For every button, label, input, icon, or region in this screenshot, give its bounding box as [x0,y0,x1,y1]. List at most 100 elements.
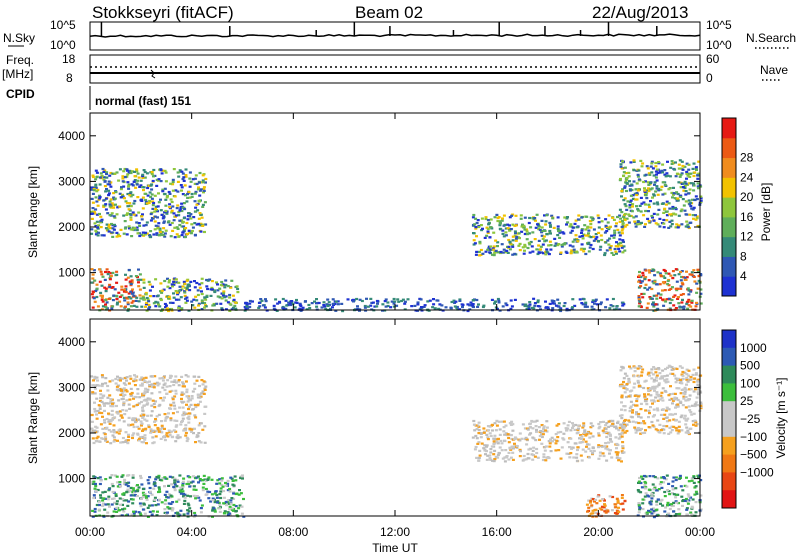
data-cell [583,430,587,433]
data-cell [683,184,687,188]
data-cell [123,478,127,481]
data-cell [146,388,150,391]
data-cell [137,486,141,489]
data-cell [322,301,326,304]
data-cell [237,507,241,510]
data-cell [124,285,128,288]
data-cell [585,215,589,218]
data-cell [116,375,119,378]
data-cell [181,406,185,409]
data-cell [184,431,188,435]
power-colorbar-swatch [722,157,736,178]
data-cell [181,206,185,209]
data-cell [96,409,100,413]
data-cell [128,169,132,172]
data-cell [243,309,247,312]
data-cell [662,428,666,431]
data-cell [135,221,139,224]
data-cell [628,188,632,191]
data-cell [523,216,527,219]
data-cell [216,295,220,298]
data-cell [104,439,107,442]
data-cell [645,403,649,406]
data-cell [671,286,674,289]
data-cell [697,160,701,163]
data-cell [202,392,206,395]
data-cell [274,298,278,301]
data-cell [469,301,473,304]
data-cell [636,220,640,224]
data-cell [186,285,190,288]
data-cell [498,222,502,225]
data-cell [100,384,104,388]
data-cell [168,192,172,195]
data-cell [652,385,656,388]
data-cell [651,385,655,389]
data-cell [653,414,656,417]
data-cell [234,505,238,508]
data-cell [597,226,601,229]
data-cell [109,420,113,423]
data-cell [476,442,480,445]
data-cell [502,214,506,217]
data-cell [119,389,123,392]
data-cell [181,193,185,196]
data-cell [518,455,522,458]
data-cell [473,242,477,245]
data-cell [230,507,234,510]
data-cell [487,429,491,432]
data-cell [674,493,678,496]
data-cell [670,162,674,165]
data-cell [416,303,420,306]
data-cell [121,441,125,444]
data-cell [213,510,217,513]
data-cell [471,216,475,219]
data-cell [178,436,182,439]
data-cell [189,213,193,216]
data-cell [607,226,611,229]
data-cell [654,428,658,431]
data-cell [696,380,700,383]
data-cell [477,456,481,459]
data-cell [607,425,611,428]
data-cell [181,172,185,175]
data-cell [660,391,664,394]
data-cell [153,496,157,499]
data-cell [652,303,656,307]
data-cell [130,235,134,238]
data-cell [648,412,651,415]
data-cell [162,214,166,218]
data-cell [656,203,660,206]
data-cell [433,307,437,310]
data-cell [503,439,507,443]
data-cell [171,229,175,232]
data-cell [605,249,609,252]
data-cell [136,196,140,199]
data-cell [477,303,480,306]
data-cell [154,205,158,208]
data-cell [186,218,190,221]
data-cell [579,454,583,457]
data-cell [663,495,667,498]
data-cell [180,202,184,205]
data-cell [125,490,129,493]
data-cell [237,493,241,496]
data-cell [647,389,651,392]
data-cell [209,500,213,503]
data-cell [689,496,693,499]
data-cell [632,160,636,163]
data-cell [652,387,656,390]
data-cell [203,301,207,305]
data-cell [520,437,524,440]
data-cell [652,516,656,519]
data-cell [604,424,608,427]
data-cell [468,308,472,311]
data-cell [502,235,506,238]
data-cell [542,455,546,459]
data-cell [683,390,687,394]
data-cell [144,198,148,202]
data-cell [555,439,559,442]
data-cell [654,283,658,286]
data-cell [556,436,560,439]
data-cell [661,369,665,372]
